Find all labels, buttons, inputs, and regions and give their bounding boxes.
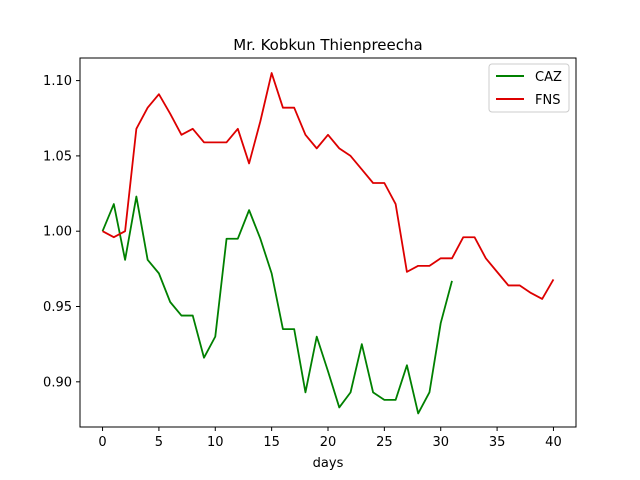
x-axis-ticks: 0 5 10 15 20 25 30 35 40 [98,427,562,450]
y-tick-label: 1.10 [43,74,72,89]
x-tick-label: 0 [98,435,106,450]
x-tick-label: 40 [545,435,562,450]
x-tick-label: 15 [263,435,280,450]
chart-title: Mr. Kobkun Thienpreecha [233,36,422,54]
legend-label-fns: FNS [535,93,560,108]
legend: CAZ FNS [488,63,570,113]
x-tick-label: 10 [207,435,224,450]
series-line-fns [102,72,555,300]
y-tick-label: 1.05 [43,149,72,164]
y-axis-ticks: 0.90 0.95 1.00 1.05 1.10 [43,74,80,390]
y-tick-label: 1.00 [43,225,72,240]
legend-label-caz: CAZ [535,70,562,85]
y-tick-label: 0.90 [43,375,72,390]
series-layer [101,72,555,415]
x-tick-label: 20 [320,435,337,450]
x-tick-label: 5 [155,435,163,450]
x-tick-label: 25 [376,435,393,450]
x-axis-label: days [313,456,344,471]
x-tick-label: 35 [489,435,506,450]
series-line-caz [101,195,453,415]
plot-area [80,58,576,427]
x-tick-label: 30 [432,435,449,450]
y-tick-label: 0.95 [43,300,72,315]
